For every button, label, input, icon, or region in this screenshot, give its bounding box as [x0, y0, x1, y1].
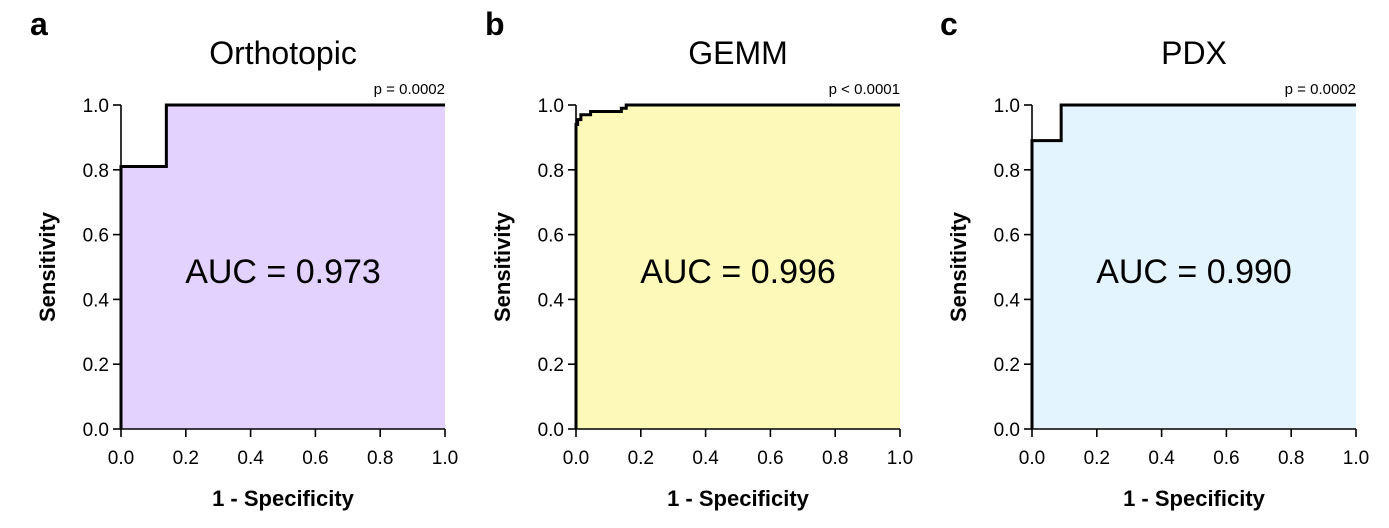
y-tick-label: 1.0 — [994, 96, 1020, 117]
x-tick-label: 0.2 — [1084, 448, 1110, 469]
y-tick-label: 0.8 — [994, 161, 1020, 182]
y-tick-label: 0.6 — [994, 226, 1020, 247]
auc-annotation: AUC = 0.973 — [185, 253, 381, 291]
y-axis-label: Sensitivity — [946, 211, 971, 322]
y-tick-label: 0.2 — [538, 355, 564, 376]
x-axis-label: 1 - Specificity — [667, 486, 810, 511]
y-tick-label: 1.0 — [538, 96, 564, 117]
x-tick-label: 0.4 — [237, 448, 264, 469]
y-tick-label: 0.0 — [83, 420, 109, 441]
y-tick-label: 1.0 — [83, 96, 109, 117]
x-tick-label: 1.0 — [1343, 448, 1369, 469]
y-axis-label: Sensitivity — [490, 211, 515, 322]
x-tick-label: 0.8 — [1278, 448, 1304, 469]
x-tick-label: 0.2 — [628, 448, 654, 469]
panel-title: GEMM — [688, 35, 788, 71]
panel-a: a Orthotopic p = 0.0002 0.0 0.2 0.4 0.6 0.8 1.0 0… — [30, 6, 458, 511]
x-tick-label: 1.0 — [887, 448, 913, 469]
y-tick-label: 0.0 — [538, 420, 564, 441]
p-value-label: p = 0.0002 — [374, 81, 445, 98]
y-tick-label: 0.6 — [83, 226, 109, 247]
x-tick-label: 0.2 — [173, 448, 199, 469]
x-tick-label: 1.0 — [432, 448, 458, 469]
p-value-label: p = 0.0002 — [1285, 81, 1356, 98]
panel-letter: b — [485, 6, 505, 42]
panel-letter: a — [30, 6, 48, 42]
y-tick-label: 0.4 — [83, 290, 110, 311]
x-tick-label: 0.6 — [302, 448, 328, 469]
x-axis-label: 1 - Specificity — [1123, 486, 1266, 511]
y-tick-label: 0.8 — [83, 161, 109, 182]
roc-curve-line — [574, 103, 900, 429]
x-tick-label: 0.6 — [757, 448, 783, 469]
auc-area — [121, 105, 445, 429]
x-tick-label: 0.4 — [1148, 448, 1175, 469]
x-tick-label: 0.8 — [367, 448, 393, 469]
y-tick-label: 0.4 — [994, 290, 1021, 311]
x-tick-label: 0.0 — [563, 448, 589, 469]
panel-title: PDX — [1161, 35, 1227, 71]
auc-area — [576, 105, 900, 429]
y-tick-label: 0.4 — [538, 290, 565, 311]
x-tick-label: 0.4 — [692, 448, 719, 469]
panel-title: Orthotopic — [209, 35, 357, 71]
y-tick-label: 0.2 — [83, 355, 109, 376]
x-tick-label: 0.0 — [108, 448, 134, 469]
panel-b: b GEMM p < 0.0001 0.0 0.2 0.4 0.6 0.8 1.0 0.0 0.2 0… — [485, 6, 913, 511]
x-axis-label: 1 - Specificity — [212, 486, 355, 511]
panel-letter: c — [940, 6, 958, 42]
x-tick-label: 0.8 — [822, 448, 848, 469]
y-axis-label: Sensitivity — [35, 211, 60, 322]
auc-annotation: AUC = 0.996 — [640, 253, 836, 291]
auc-area — [1032, 105, 1356, 429]
p-value-label: p < 0.0001 — [829, 81, 900, 98]
y-tick-label: 0.6 — [538, 226, 564, 247]
x-tick-label: 0.0 — [1019, 448, 1045, 469]
auc-annotation: AUC = 0.990 — [1096, 253, 1292, 291]
y-tick-label: 0.8 — [538, 161, 564, 182]
panel-c: c PDX p = 0.0002 0.0 0.2 0.4 0.6 0.8 1.0 0.0 0.2 0.… — [940, 6, 1369, 511]
y-tick-label: 0.0 — [994, 420, 1020, 441]
y-tick-label: 0.2 — [994, 355, 1020, 376]
x-tick-label: 0.6 — [1213, 448, 1239, 469]
